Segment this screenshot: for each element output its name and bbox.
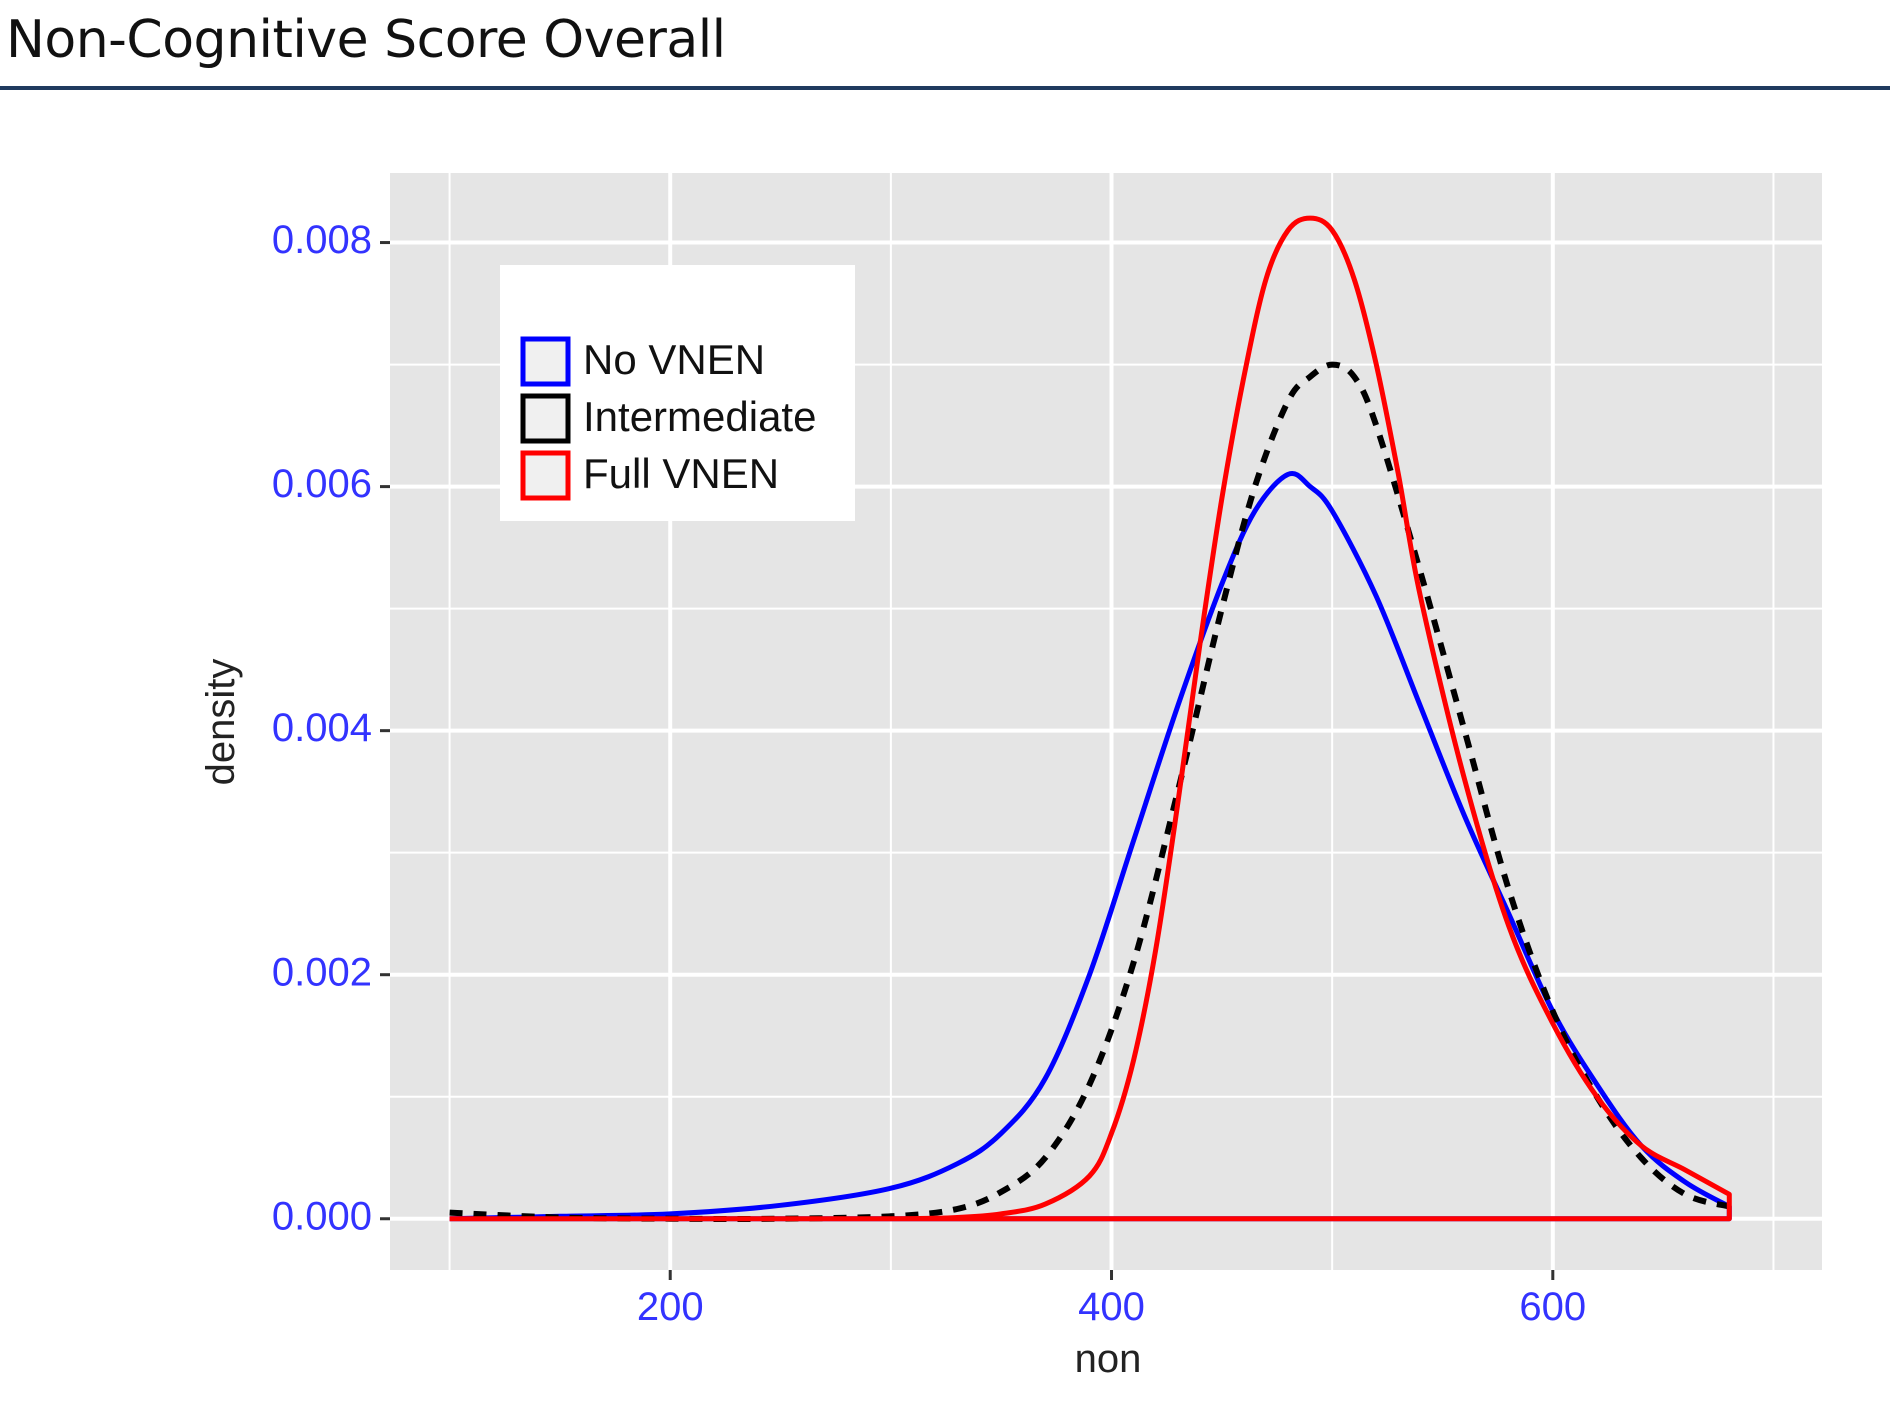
x-tick-label: 600 (1519, 1285, 1586, 1329)
legend-label: No VNEN (583, 336, 765, 383)
y-axis: 0.000 0.002 0.004 0.006 0.008 (272, 218, 390, 1238)
x-axis: 200 400 600 (637, 1270, 1586, 1329)
x-tick-label: 400 (1078, 1285, 1145, 1329)
series-layer (449, 215, 1732, 1223)
y-axis-title: density (199, 659, 243, 786)
page-title: Non-Cognitive Score Overall (6, 10, 726, 70)
legend: No VNEN Intermediate Full VNEN (500, 265, 855, 521)
legend-label: Full VNEN (583, 450, 779, 497)
legend-key (520, 393, 571, 444)
y-tick-label: 0.000 (272, 1194, 372, 1238)
y-tick-label: 0.002 (272, 950, 372, 994)
x-axis-title: non (1075, 1337, 1142, 1381)
legend-key (520, 450, 571, 501)
legend-label: Intermediate (583, 393, 816, 440)
y-tick-label: 0.006 (272, 462, 372, 506)
legend-key (520, 336, 571, 387)
series-line-full-vnen (449, 215, 1732, 1222)
y-tick-label: 0.004 (272, 706, 372, 750)
y-tick-label: 0.008 (272, 218, 372, 262)
x-tick-label: 200 (637, 1285, 704, 1329)
title-divider (0, 86, 1890, 90)
